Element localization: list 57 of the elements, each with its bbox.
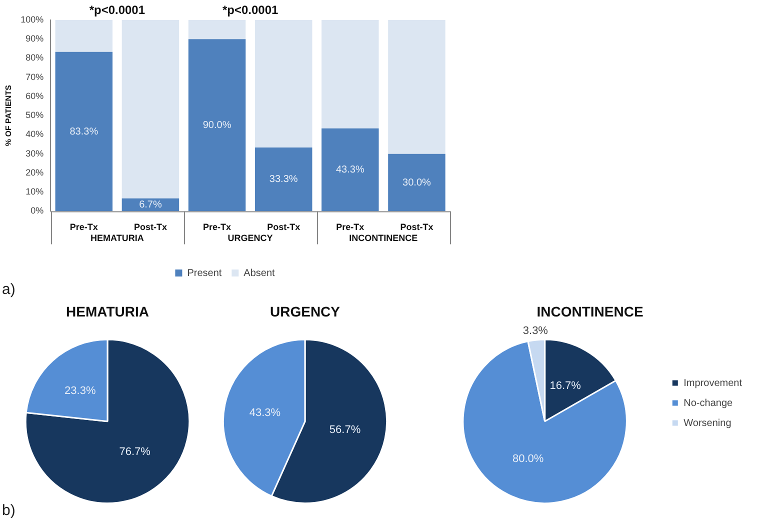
text: *p<0.0001 <box>89 3 146 17</box>
y-tick-label: 30% <box>26 148 44 158</box>
bar <box>122 20 180 198</box>
data-label: 43.3% <box>249 406 281 419</box>
chart-title: URGENCY <box>270 303 341 320</box>
bar <box>254 20 312 148</box>
data-label: 33.3% <box>269 174 298 186</box>
legend-label: Absent <box>244 268 276 279</box>
data-label: 30.0% <box>402 177 431 188</box>
y-tick-label: 10% <box>26 186 44 197</box>
y-tick-label: 80% <box>26 52 44 63</box>
bar <box>254 148 312 212</box>
bar <box>188 39 246 212</box>
y-tick-label: 100% <box>20 14 44 24</box>
x-tick-label: Pre-Tx <box>203 222 232 232</box>
y-tick-label: 0% <box>30 206 44 216</box>
data-label: 43.3% <box>336 164 364 176</box>
text: *p<0.0001 <box>222 3 278 17</box>
bar <box>388 154 446 212</box>
chart-title: HEMATURIA <box>66 303 149 320</box>
x-tick-label: Post-Tx <box>400 222 434 232</box>
data-label: 80.0% <box>512 452 544 465</box>
data-label: 56.7% <box>329 424 361 436</box>
text: URGENCY <box>228 233 273 244</box>
x-tick-label: Post-Tx <box>267 222 300 232</box>
text: HEMATURIA <box>90 233 144 244</box>
legend-label: Improvement <box>684 378 742 389</box>
legend-label: Present <box>187 268 222 279</box>
bar <box>322 128 379 212</box>
y-axis-title: % OF PATIENTS <box>4 84 14 146</box>
data-label: 90.0% <box>202 120 232 131</box>
y-tick-label: 40% <box>26 129 44 140</box>
x-tick-label: Pre-Tx <box>70 222 98 232</box>
chart-title: INCONTINENCE <box>536 303 644 320</box>
data-label: 6.7% <box>139 200 162 211</box>
x-tick-label: Pre-Tx <box>336 222 364 232</box>
y-tick-label: 50% <box>26 110 44 120</box>
data-label: 3.3% <box>522 325 548 338</box>
bar <box>388 20 446 154</box>
bar <box>55 20 113 52</box>
bar <box>55 52 113 212</box>
y-tick-label: 90% <box>26 34 44 44</box>
bar <box>188 20 246 40</box>
data-label: 76.7% <box>119 446 151 458</box>
text: INCONTINENCE <box>349 233 418 244</box>
legend-label: No-change <box>684 398 734 409</box>
legend-label: Worsening <box>684 418 732 429</box>
data-label: 83.3% <box>70 126 98 138</box>
text: a) <box>2 281 16 298</box>
data-label: 23.3% <box>64 384 96 397</box>
y-tick-label: 60% <box>26 90 44 101</box>
text: b) <box>2 502 16 518</box>
data-label: 16.7% <box>550 380 582 392</box>
y-tick-label: 70% <box>26 72 44 82</box>
x-tick-label: Post-Tx <box>134 222 167 232</box>
bar <box>322 20 379 128</box>
y-tick-label: 20% <box>26 167 44 178</box>
